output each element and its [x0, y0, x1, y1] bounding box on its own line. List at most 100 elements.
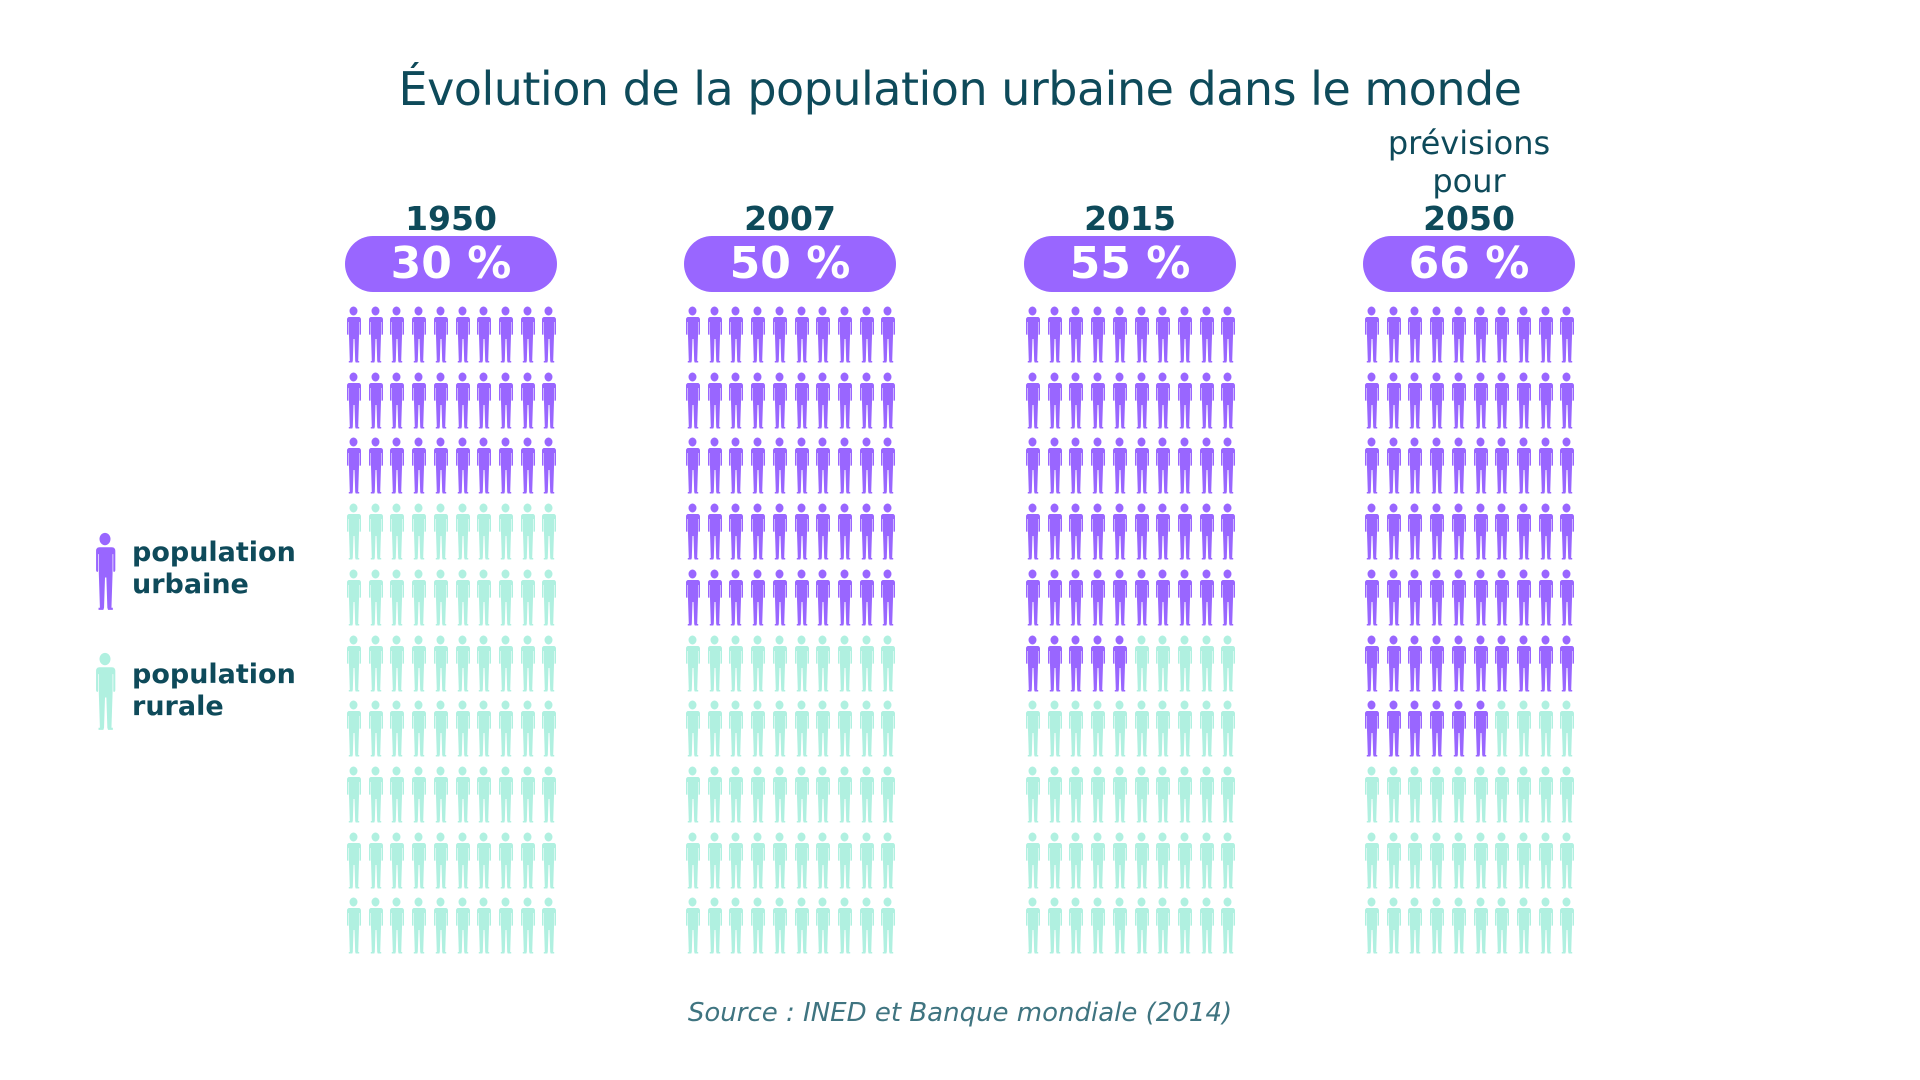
urban-person-icon — [542, 306, 557, 363]
rural-person-icon — [520, 569, 535, 626]
urban-person-icon — [1156, 569, 1171, 626]
urban-person-icon — [1495, 437, 1510, 494]
urban-person-icon — [1538, 437, 1553, 494]
urban-person-icon — [1365, 569, 1379, 626]
urban-person-icon — [751, 372, 766, 429]
rural-person-icon — [412, 897, 427, 954]
urban-person-icon — [1386, 306, 1401, 363]
urban-person-icon — [1199, 437, 1214, 494]
urban-person-icon — [816, 569, 831, 626]
urban-person-icon — [1047, 437, 1062, 494]
urban-person-icon — [1112, 437, 1127, 494]
urban-person-icon — [1451, 437, 1466, 494]
rural-person-icon — [881, 700, 896, 757]
rural-person-icon — [1134, 897, 1149, 954]
rural-person-icon — [859, 635, 874, 691]
urban-person-icon — [1560, 569, 1575, 626]
rural-person-icon — [368, 766, 383, 823]
urban-person-icon — [816, 503, 831, 560]
rural-person-icon — [707, 700, 722, 757]
rural-person-icon — [1026, 700, 1040, 757]
urban-person-icon — [347, 372, 361, 429]
urban-person-icon — [1516, 437, 1531, 494]
rural-person-icon — [390, 569, 405, 626]
urban-person-icon — [477, 437, 492, 494]
urban-person-icon — [1199, 306, 1214, 363]
urban-person-icon — [477, 306, 492, 363]
urban-person-icon — [1091, 569, 1106, 626]
legend-urban: population urbaine — [94, 527, 296, 621]
urban-person-icon — [1473, 372, 1488, 429]
rural-person-icon — [794, 897, 809, 954]
urban-person-icon — [1538, 306, 1553, 363]
rural-person-icon — [1177, 897, 1192, 954]
urban-person-icon — [1221, 306, 1236, 363]
rural-person-icon — [1134, 635, 1149, 691]
urban-person-icon — [686, 503, 700, 560]
urban-person-icon — [794, 372, 809, 429]
rural-person-icon — [1365, 832, 1379, 889]
urban-person-icon — [1134, 372, 1149, 429]
rural-person-icon — [794, 766, 809, 823]
rural-person-icon — [1560, 700, 1575, 757]
urban-person-icon — [1026, 437, 1040, 494]
rural-person-icon — [1560, 832, 1575, 889]
rural-person-icon — [368, 569, 383, 626]
rural-person-icon — [686, 897, 700, 954]
rural-person-icon — [477, 832, 492, 889]
urban-person-icon — [368, 437, 383, 494]
urban-person-icon — [1177, 503, 1192, 560]
urban-person-icon — [1177, 569, 1192, 626]
rural-person-icon — [520, 897, 535, 954]
urban-person-icon — [729, 306, 744, 363]
urban-person-icon — [1112, 503, 1127, 560]
rural-person-icon — [433, 766, 448, 823]
rural-person-icon — [816, 635, 831, 691]
urban-person-icon — [1495, 372, 1510, 429]
urban-person-icon — [729, 437, 744, 494]
urban-person-icon — [1538, 569, 1553, 626]
rural-person-icon — [347, 503, 361, 560]
rural-person-icon — [881, 766, 896, 823]
urban-person-icon — [751, 306, 766, 363]
urban-person-icon — [455, 437, 470, 494]
urban-person-icon — [433, 437, 448, 494]
rural-person-icon — [347, 569, 361, 626]
rural-person-icon — [412, 832, 427, 889]
rural-person-icon — [1091, 832, 1106, 889]
rural-person-icon — [1538, 766, 1553, 823]
rural-person-icon — [1408, 897, 1423, 954]
urban-person-icon — [390, 306, 405, 363]
rural-person-icon — [707, 832, 722, 889]
urban-person-icon — [455, 372, 470, 429]
urban-person-icon — [794, 306, 809, 363]
rural-person-icon — [477, 766, 492, 823]
rural-person-icon — [520, 766, 535, 823]
rural-person-icon — [1156, 766, 1171, 823]
rural-person-icon — [816, 897, 831, 954]
rural-person-icon — [347, 766, 361, 823]
rural-person-icon — [1199, 635, 1214, 691]
rural-person-icon — [772, 700, 787, 757]
rural-person-icon — [520, 635, 535, 691]
rural-person-icon — [542, 832, 557, 889]
rural-person-icon — [542, 700, 557, 757]
rural-person-icon — [686, 635, 700, 691]
urban-person-icon — [686, 437, 700, 494]
legend-rural-line1: population — [132, 659, 296, 690]
urban-person-icon — [1365, 372, 1379, 429]
urban-person-icon — [1069, 437, 1084, 494]
urban-person-icon — [1177, 306, 1192, 363]
rural-person-icon — [772, 635, 787, 691]
rural-person-icon — [1069, 897, 1084, 954]
urban-person-icon — [1386, 569, 1401, 626]
year-label: 1950 — [345, 200, 557, 238]
urban-person-icon — [390, 437, 405, 494]
urban-person-icon — [772, 306, 787, 363]
rural-person-icon — [707, 766, 722, 823]
urban-person-icon — [1451, 503, 1466, 560]
urban-person-icon — [881, 372, 896, 429]
urban-person-icon — [1026, 635, 1040, 691]
urban-person-icon — [1047, 569, 1062, 626]
urban-person-icon — [1430, 569, 1445, 626]
